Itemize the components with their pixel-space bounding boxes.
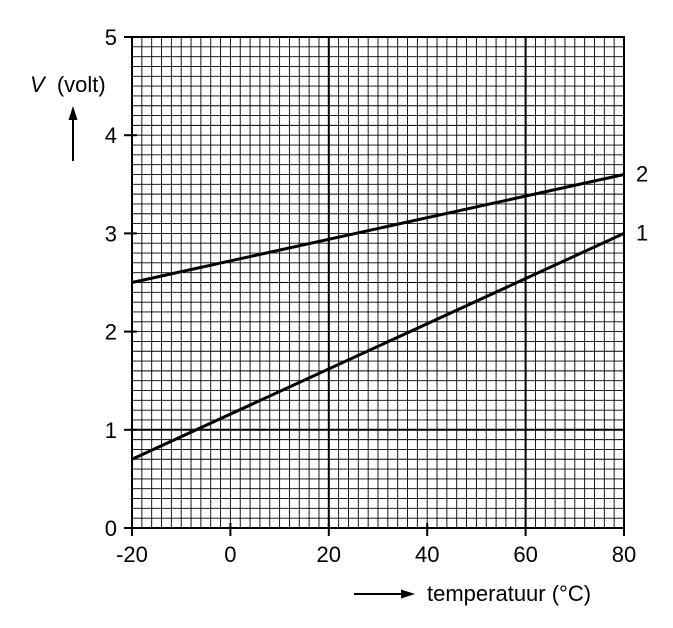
- y-tick-label: 5: [105, 25, 117, 50]
- series-lines: [131, 173, 625, 461]
- y-axis-symbol: V: [30, 72, 47, 97]
- y-tick-label: 4: [105, 123, 117, 148]
- series-labels: 12: [636, 161, 648, 245]
- y-tick-label: 1: [105, 418, 117, 443]
- x-tick-label: 80: [612, 542, 636, 567]
- y-axis-unit: (volt): [57, 72, 106, 97]
- x-axis-title: temperatuur (°C): [427, 581, 591, 606]
- x-tick-label: -20: [116, 542, 148, 567]
- y-tick-label: 2: [105, 320, 117, 345]
- y-axis-arrow: [68, 106, 78, 161]
- minor-grid: [131, 36, 625, 529]
- y-axis-title: V (volt): [30, 72, 106, 97]
- y-tick-label: 0: [105, 516, 117, 541]
- y-tick-label: 3: [105, 221, 117, 246]
- series-2-label: 2: [636, 161, 648, 186]
- x-tick-label: 60: [513, 542, 537, 567]
- x-tick-label: 20: [317, 542, 341, 567]
- series-1-line: [131, 232, 625, 461]
- series-2-line: [131, 173, 625, 284]
- x-axis-arrow: [354, 589, 415, 599]
- series-1-label: 1: [636, 220, 648, 245]
- x-tick-label: 0: [224, 542, 236, 567]
- x-tick-label: 40: [415, 542, 439, 567]
- major-grid: [132, 37, 624, 528]
- axis-ticks: [124, 36, 625, 536]
